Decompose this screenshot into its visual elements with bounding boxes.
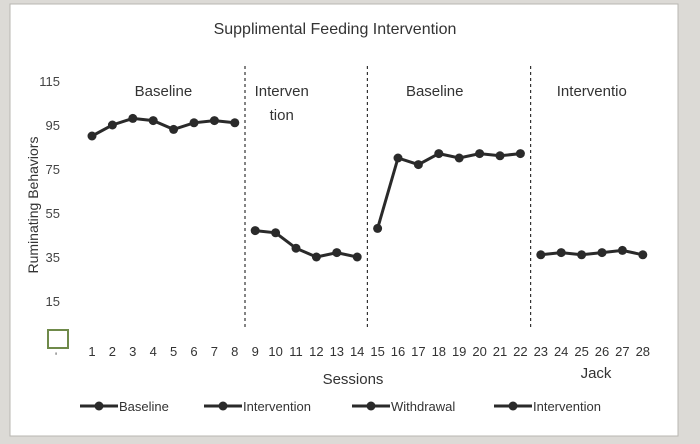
series-intervention (250, 226, 362, 262)
y-tick-label: 95 (46, 118, 60, 133)
x-tick-label: 22 (513, 344, 527, 359)
data-point (393, 153, 403, 163)
legend-label: Withdrawal (391, 399, 455, 414)
phase-change-lines (244, 66, 532, 328)
data-point (434, 149, 444, 159)
phase-labels: Baseline Interven tion Baseline Interventio (135, 83, 627, 124)
x-tick-label: 3 (129, 344, 136, 359)
x-axis-label: Sessions (323, 371, 384, 388)
data-point (332, 248, 342, 258)
phase-label: Interven (255, 83, 309, 100)
legend-label: Intervention (533, 399, 601, 414)
legend-label: Intervention (243, 399, 311, 414)
x-tick-label: 10 (268, 344, 282, 359)
x-tick-label: 5 (170, 344, 177, 359)
x-tick-label: 16 (391, 344, 405, 359)
data-series (87, 113, 648, 262)
subject-label: Jack (581, 365, 612, 382)
data-point (373, 223, 383, 233)
y-axis-label: Ruminating Behaviors (25, 137, 41, 274)
data-point (230, 118, 240, 128)
y-tick-label: 35 (46, 250, 60, 265)
data-point (536, 250, 546, 260)
data-point (107, 120, 117, 130)
x-tick-label: 12 (309, 344, 323, 359)
x-tick-label: 6 (190, 344, 197, 359)
x-tick-label: 18 (432, 344, 446, 359)
x-tick-label: 11 (289, 344, 303, 359)
x-tick-label: 4 (150, 344, 157, 359)
x-tick-label: 15 (370, 344, 384, 359)
x-tick-label: 24 (554, 344, 568, 359)
x-tick-label: 8 (231, 344, 238, 359)
data-point (577, 250, 587, 260)
legend-marker (218, 401, 228, 411)
x-tick-label: 19 (452, 344, 466, 359)
y-tick-label: 15 (46, 294, 60, 309)
series-intervention (536, 245, 648, 260)
data-point (617, 245, 627, 255)
chart-background (9, 3, 679, 437)
legend-marker (366, 401, 376, 411)
x-tick-label: 28 (636, 344, 650, 359)
data-point (87, 131, 97, 141)
data-point (515, 149, 525, 159)
phase-label: Baseline (135, 83, 193, 100)
data-point (128, 113, 138, 123)
data-point (413, 160, 423, 170)
legend-label: Baseline (119, 399, 169, 414)
data-point (556, 248, 566, 258)
x-tick-labels: 1 2 3 4 5 6 7 8 9 10 11 12 13 14 15 16 17 18 19 20 21 22 23 24 2… (88, 344, 650, 359)
legend-item: Intervention (204, 399, 311, 414)
x-tick-label: 26 (595, 344, 609, 359)
y-tick-label: 115 (39, 74, 60, 89)
data-point (209, 116, 219, 126)
legend-marker (94, 401, 104, 411)
data-point (148, 116, 158, 126)
legend-item: Intervention (494, 399, 601, 414)
x-tick-label: 1 (88, 344, 95, 359)
x-tick-label: 2 (109, 344, 116, 359)
legend: Baseline Intervention Withdrawal Interventi… (80, 399, 601, 414)
data-point (250, 226, 260, 236)
phase-label: Baseline (406, 83, 464, 100)
phase-label: Interventio (557, 83, 627, 100)
legend-item: Baseline (80, 399, 169, 414)
series-withdrawal (373, 149, 525, 233)
x-tick-label: 13 (330, 344, 344, 359)
data-point (495, 151, 505, 161)
x-tick-label: 21 (493, 344, 507, 359)
x-tick-label: 23 (534, 344, 548, 359)
data-point (638, 250, 648, 260)
data-point (597, 248, 607, 258)
y-tick-labels: 15 35 55 75 95 115 (39, 74, 60, 309)
x-tick-label: 27 (615, 344, 629, 359)
x-tick-label: 14 (350, 344, 364, 359)
chart-title: Supplimental Feeding Intervention (214, 21, 457, 38)
y-tick-label: 55 (46, 206, 60, 221)
phase-label: tion (270, 107, 294, 124)
data-point (352, 252, 362, 262)
y-tick-label: 75 (46, 162, 60, 177)
empty-checkbox-icon[interactable] (47, 329, 69, 349)
legend-item: Withdrawal (352, 399, 455, 414)
data-point (311, 252, 321, 262)
data-point (271, 228, 281, 238)
series-baseline (87, 113, 240, 141)
x-tick-label: 9 (252, 344, 259, 359)
data-point (475, 149, 485, 159)
data-point (169, 124, 179, 134)
legend-marker (508, 401, 518, 411)
stray-tick-mark: ' (55, 351, 57, 363)
x-tick-label: 25 (574, 344, 588, 359)
x-tick-label: 17 (411, 344, 425, 359)
x-tick-label: 7 (211, 344, 218, 359)
data-point (454, 153, 464, 163)
x-tick-label: 20 (472, 344, 486, 359)
data-point (291, 243, 301, 253)
data-point (189, 118, 199, 128)
